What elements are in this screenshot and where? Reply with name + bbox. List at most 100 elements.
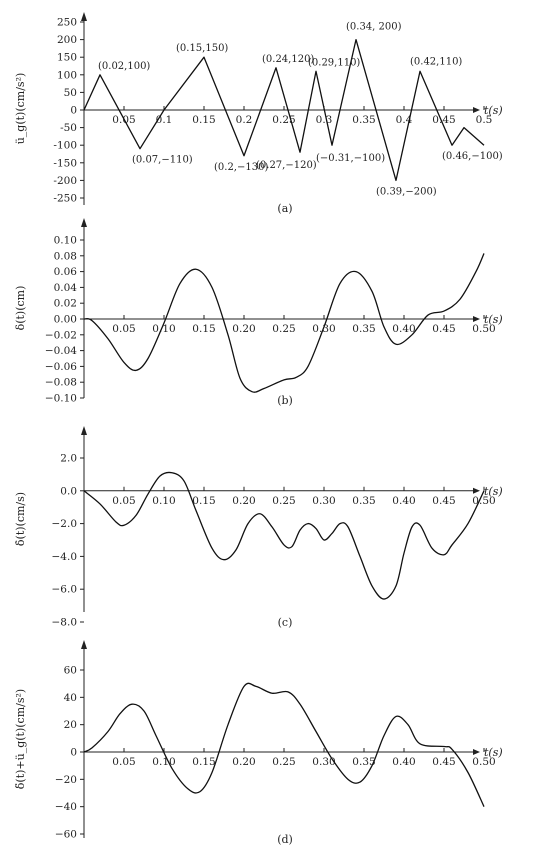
x-tick-label: 0.2 [236,114,253,126]
y-axis-arrow [81,640,87,649]
x-tick-label: 0.05 [112,323,135,335]
x-tick-label: 0.35 [352,495,375,507]
x-tick-label: 0.20 [232,756,255,768]
y-axis-arrow [81,426,87,435]
x-axis-label: t(s) [484,104,503,117]
y-tick-label: -100 [53,140,77,152]
data-label: (0.07,−110) [132,155,193,166]
y-tick-label: −6.0 [52,584,78,596]
x-tick-label: 0.35 [352,756,375,768]
x-tick-label: 0.15 [192,323,215,335]
y-tick-label: 0.06 [54,266,78,278]
x-tick-label: 0.25 [272,323,295,335]
x-tick-label: 0.25 [272,495,295,507]
y-tick-label: −4.0 [52,551,78,563]
y-tick-label: 250 [57,17,77,29]
y-axis-label: δ(t)(cm) [14,286,27,331]
x-tick-label: 0.45 [432,756,455,768]
y-tick-label: 0.08 [54,250,77,262]
x-tick-label: 0.30 [312,756,335,768]
y-axis-arrow [81,12,87,21]
y-tick-label: -250 [53,193,77,205]
data-label: (0.15,150) [176,43,228,54]
x-tick-label: 0.10 [152,323,175,335]
x-tick-label: 0.50 [472,323,495,335]
y-tick-label: 2.0 [60,453,77,465]
y-axis-label: ü_g(t)(cm/s²) [14,73,27,145]
y-tick-label: −0.08 [45,377,77,389]
panel-caption: (d) [277,833,293,846]
y-tick-label: −60 [55,829,77,841]
y-tick-label: −40 [55,801,77,813]
x-tick-label: 0.3 [316,114,333,126]
x-tick-label: 0.30 [312,495,335,507]
x-axis-label: t(s) [484,485,503,498]
series-line [83,253,485,393]
x-tick-label: 0.40 [392,323,415,335]
y-tick-label: 100 [57,69,77,81]
y-tick-label: -200 [53,175,77,187]
chart-panel-d: 60 40 20 0 −20 −40 −60 0.05 0.10 0.15 0.20 0.25 0.30… [14,640,503,846]
y-tick-label: 40 [64,692,77,704]
series-line [83,471,485,600]
x-axis-arrow [473,107,480,113]
data-label: (0.34, 200) [346,22,402,33]
x-tick-label: 0.15 [192,756,215,768]
data-label: (0.2,−130) [214,162,268,173]
x-axis-label: t(s) [484,746,503,759]
data-label: (−0.31,−100) [316,153,385,164]
y-tick-label: −0.02 [45,329,77,341]
y-tick-label: 0.10 [54,235,77,247]
x-tick-label: 0.30 [312,323,335,335]
y-tick-label: 0.02 [54,298,77,310]
x-axis-arrow [473,487,480,494]
data-label: (0.02,100) [98,61,150,72]
x-axis-arrow [473,316,480,322]
x-tick-label: 0.40 [392,756,415,768]
y-tick-label: −0.06 [45,361,77,373]
y-tick-label: −8.0 [52,617,78,629]
y-tick-label: 150 [57,52,77,64]
data-label: (0.46,−100) [442,151,503,162]
x-tick-label: 0.20 [232,323,255,335]
y-tick-label: −0.04 [45,345,77,357]
y-tick-label: 60 [64,665,77,677]
data-label: (0.39,−200) [376,186,437,197]
y-tick-label: 20 [64,719,77,731]
x-tick-label: 0.45 [432,495,455,507]
x-tick-label: 0.20 [232,495,255,507]
x-tick-label: 0.40 [392,495,415,507]
y-tick-label: 200 [57,34,77,46]
y-tick-label: -150 [53,157,77,169]
x-tick-label: 0.15 [192,114,215,126]
panel-caption: (a) [277,202,292,215]
y-tick-label: 0.04 [54,282,78,294]
data-label: (0.24,120) [262,54,314,65]
y-tick-label: 0 [70,105,77,117]
x-tick-label: 0.10 [152,495,175,507]
chart-panel-b: 0.10 0.08 0.06 0.04 0.02 0.00 −0.02 −0.04 −0.06 −… [14,218,503,407]
x-tick-label: 0.15 [192,495,215,507]
y-tick-label: −20 [55,774,77,786]
x-tick-label: 0.45 [432,114,455,126]
y-tick-label: -50 [60,122,77,134]
y-tick-label: 50 [64,87,77,99]
y-tick-label: 0.00 [54,314,77,326]
x-tick-label: 0.45 [432,323,455,335]
x-tick-label: 0.25 [272,756,295,768]
series-line [83,682,485,807]
y-tick-label: −0.10 [45,393,77,405]
y-axis-arrow [81,218,87,227]
x-axis-arrow [473,749,480,755]
series-line [83,38,485,182]
x-tick-label: 0.35 [352,323,375,335]
x-axis-label: t(s) [484,313,503,326]
x-tick-label: 0.35 [352,114,375,126]
data-label: (0.42,110) [410,56,462,67]
y-tick-label: 0 [70,747,77,759]
chart-panel-c: 2.0 0.0 −2.0 −4.0 −6.0 −8.0 0.05 0.10 0.15 0.20 0.… [14,426,503,629]
panel-caption: (b) [277,394,293,407]
y-axis-label: δ̈(t)+ü_g(t)(cm/s²) [14,689,27,789]
